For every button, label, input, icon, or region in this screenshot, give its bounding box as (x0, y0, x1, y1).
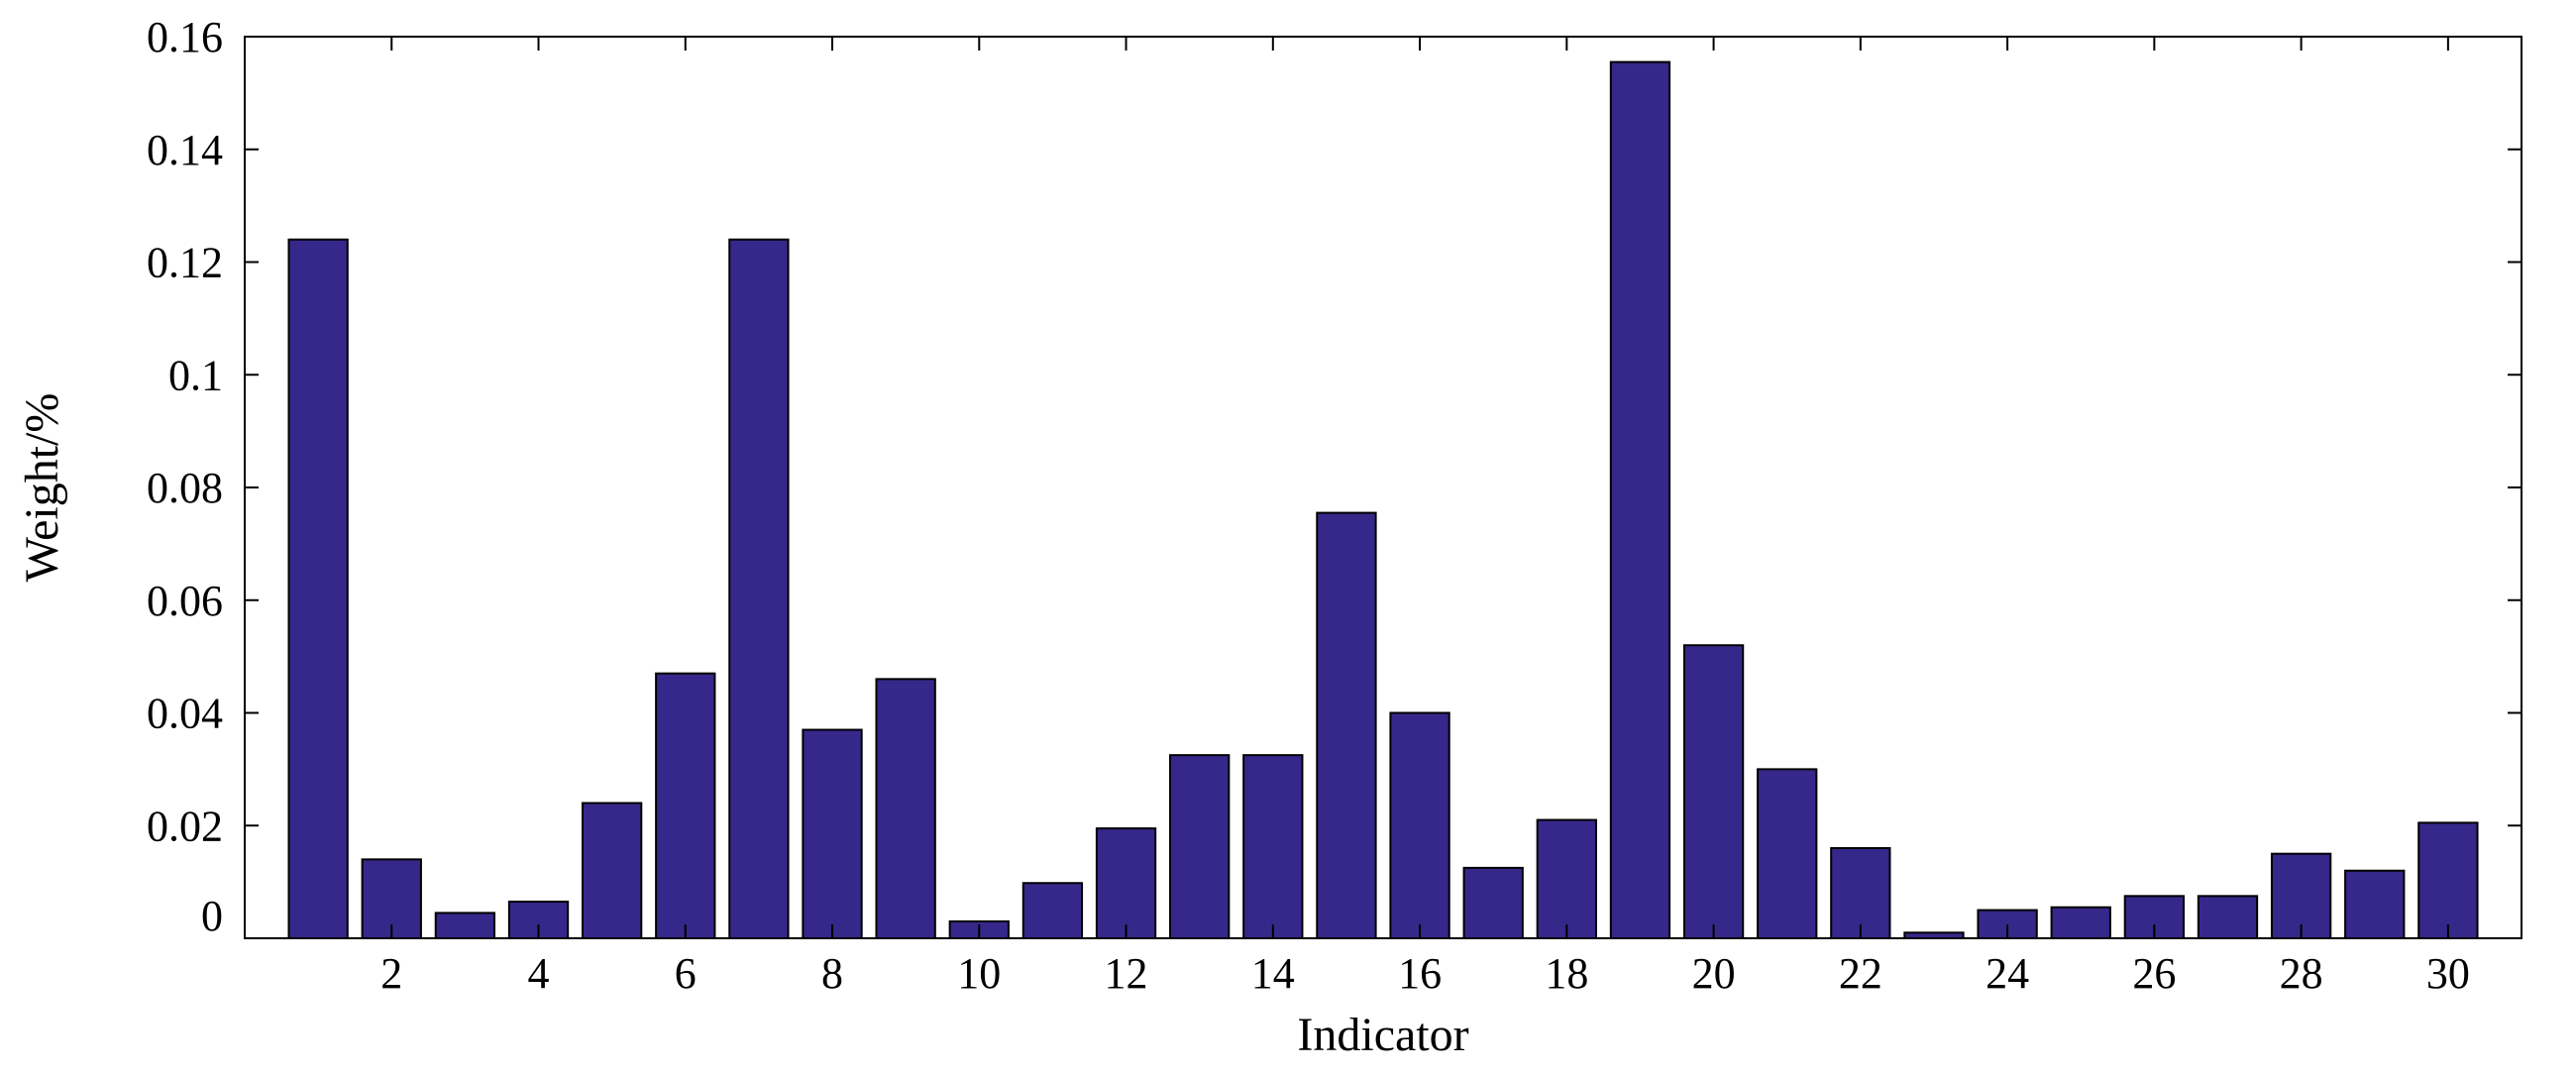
bar-indicator-27 (2197, 895, 2259, 939)
bar-indicator-30 (2417, 821, 2479, 939)
bar-indicator-7 (728, 238, 790, 939)
bar-indicator-17 (1462, 866, 1524, 939)
y-tick-label-0: 0 (201, 892, 223, 940)
bar-indicator-21 (1757, 768, 1818, 939)
y-tick-label-8: 0.16 (147, 13, 223, 61)
x-tick-label-18: 18 (1545, 949, 1588, 998)
x-tick-label-22: 22 (1839, 949, 1882, 998)
bar-indicator-25 (2050, 906, 2111, 939)
y-tick-label-5: 0.1 (168, 351, 223, 399)
y-tick-label-1: 0.02 (147, 802, 223, 850)
x-tick-label-20: 20 (1692, 949, 1736, 998)
y-tick-label-3: 0.06 (147, 577, 223, 625)
bars-layer (287, 60, 2479, 940)
x-tick-label-24: 24 (1986, 949, 2029, 998)
bar-indicator-29 (2344, 869, 2406, 939)
x-tick-label-4: 4 (528, 949, 550, 998)
bar-indicator-1 (287, 238, 349, 939)
ticks-layer: 2 4 6 8 10 12 14 16 18 20 22 24 26 28 3000.020.040.060… (147, 13, 2522, 998)
x-axis-title: Indicator (1297, 1009, 1468, 1061)
bar-indicator-8 (802, 728, 863, 939)
bar-indicator-15 (1316, 511, 1377, 939)
bar-indicator-18 (1536, 818, 1597, 939)
bar-indicator-3 (434, 912, 496, 939)
x-tick-label-10: 10 (957, 949, 1001, 998)
x-tick-label-28: 28 (2280, 949, 2323, 998)
x-tick-label-8: 8 (821, 949, 843, 998)
x-tick-label-12: 12 (1105, 949, 1148, 998)
bar-indicator-14 (1242, 754, 1304, 939)
bar-indicator-13 (1169, 754, 1231, 939)
bar-indicator-16 (1389, 711, 1450, 939)
bar-indicator-6 (655, 672, 716, 939)
y-axis-title: Weight/% (16, 393, 68, 583)
x-tick-label-26: 26 (2132, 949, 2176, 998)
bar-indicator-19 (1609, 60, 1671, 939)
y-tick-label-7: 0.14 (147, 126, 223, 174)
bar-indicator-5 (581, 802, 643, 939)
bar-indicator-20 (1682, 644, 1745, 939)
bar-indicator-9 (875, 678, 936, 939)
bar-indicator-22 (1830, 847, 1891, 939)
y-tick-label-4: 0.08 (147, 464, 223, 512)
bar-indicator-12 (1095, 827, 1157, 939)
x-tick-label-6: 6 (675, 949, 697, 998)
x-tick-label-30: 30 (2426, 949, 2470, 998)
bar-indicator-11 (1021, 882, 1084, 940)
plot-frame (244, 36, 2522, 939)
y-tick-label-6: 0.12 (147, 239, 223, 287)
x-tick-label-2: 2 (380, 949, 402, 998)
y-tick-label-2: 0.04 (147, 690, 223, 738)
x-tick-label-16: 16 (1398, 949, 1442, 998)
x-tick-label-14: 14 (1251, 949, 1295, 998)
